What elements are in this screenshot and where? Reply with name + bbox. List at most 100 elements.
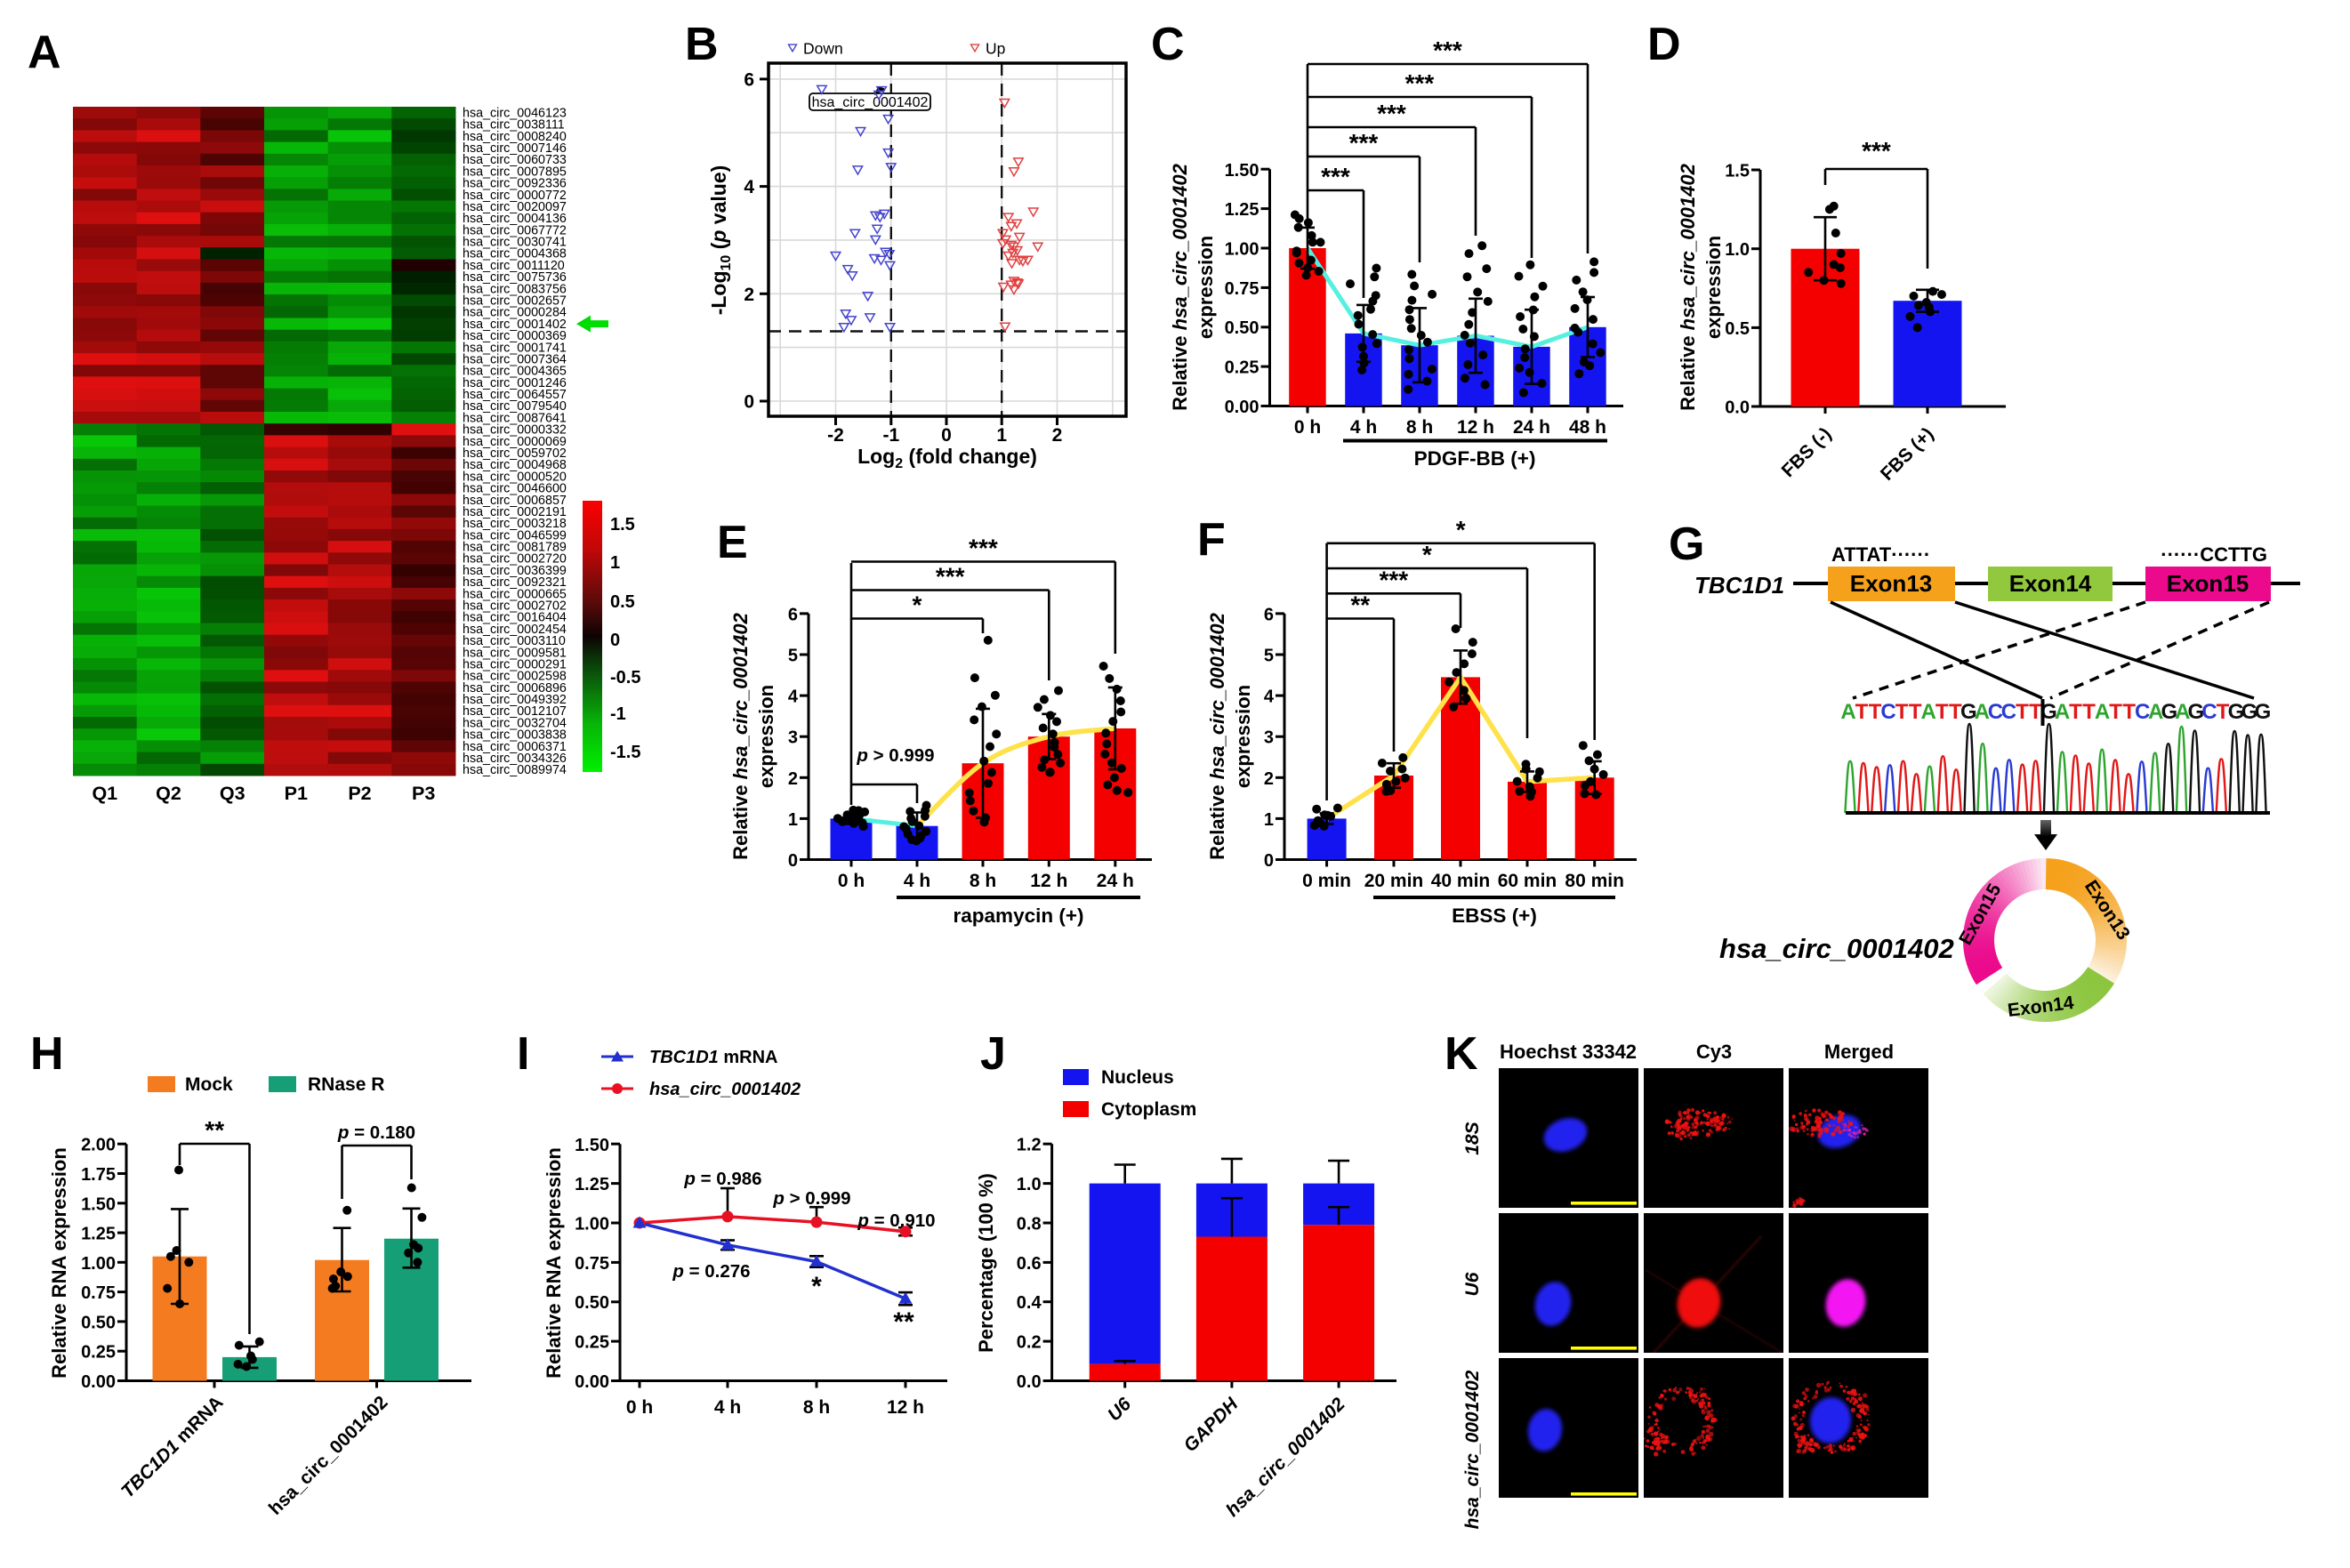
svg-text:C: C [1880, 700, 1895, 724]
svg-text:1: 1 [1264, 810, 1274, 830]
svg-text:A: A [2175, 700, 2190, 724]
svg-text:1: 1 [996, 425, 1007, 446]
svg-text:hsa_circ_0002720: hsa_circ_0002720 [463, 552, 567, 567]
svg-text:TBC1D1 mRNA: TBC1D1 mRNA [649, 1048, 777, 1067]
svg-text:2.00: 2.00 [81, 1136, 116, 1155]
svg-text:12 h: 12 h [887, 1397, 924, 1418]
svg-text:hsa_circ_0007146: hsa_circ_0007146 [463, 141, 567, 156]
svg-text:Relative RNA expression: Relative RNA expression [48, 1147, 70, 1379]
svg-text:0 min: 0 min [1302, 871, 1351, 891]
svg-text:hsa_circ_0089974: hsa_circ_0089974 [463, 763, 567, 777]
svg-text:**: ** [205, 1116, 224, 1144]
svg-text:Exon13: Exon13 [1850, 570, 1933, 597]
svg-text:***: *** [1405, 69, 1435, 97]
svg-text:*: * [811, 1272, 822, 1301]
svg-text:hsa_circ_0059702: hsa_circ_0059702 [463, 446, 567, 461]
svg-text:1.5: 1.5 [610, 515, 635, 535]
svg-text:hsa_circ_0081789: hsa_circ_0081789 [463, 541, 567, 555]
svg-text:0.50: 0.50 [1225, 318, 1260, 338]
svg-text:*: * [913, 591, 922, 619]
svg-text:T: T [2069, 700, 2082, 724]
svg-text:1.2: 1.2 [1017, 1136, 1042, 1155]
svg-text:Down: Down [803, 40, 843, 58]
svg-text:***: *** [1321, 163, 1350, 190]
svg-text:***: *** [969, 535, 998, 562]
svg-text:Relative hsa_circ_0001402: Relative hsa_circ_0001402 [1206, 612, 1228, 859]
svg-text:0.50: 0.50 [81, 1313, 116, 1332]
svg-text:expression: expression [1702, 236, 1725, 339]
svg-text:Up: Up [986, 40, 1005, 58]
svg-text:0.00: 0.00 [575, 1372, 609, 1392]
svg-text:1.25: 1.25 [1225, 200, 1260, 220]
svg-text:6: 6 [744, 69, 754, 90]
svg-text:hsa_circ_0001402: hsa_circ_0001402 [649, 1080, 801, 1099]
svg-text:P1: P1 [285, 783, 308, 804]
svg-text:p > 0.999: p > 0.999 [772, 1188, 850, 1209]
svg-text:C: C [2135, 700, 2150, 724]
svg-text:hsa_circ_0000291: hsa_circ_0000291 [463, 658, 567, 672]
svg-text:T: T [1909, 700, 1922, 724]
svg-text:hsa_circ_0000332: hsa_circ_0000332 [463, 423, 567, 438]
svg-text:Q3: Q3 [220, 783, 245, 804]
svg-text:Exon14: Exon14 [2009, 570, 2092, 597]
svg-text:U6: U6 [1462, 1272, 1483, 1296]
svg-text:0.00: 0.00 [81, 1372, 116, 1392]
svg-text:12 h: 12 h [1030, 871, 1067, 891]
svg-text:G: G [2241, 700, 2258, 724]
svg-text:Log2 (fold change): Log2 (fold change) [857, 445, 1037, 471]
svg-text:hsa_circ_0001246: hsa_circ_0001246 [463, 376, 567, 390]
svg-text:C: C [2201, 700, 2217, 724]
svg-text:***: *** [1862, 137, 1891, 165]
svg-text:0: 0 [941, 425, 952, 446]
svg-text:Percentage (100 %): Percentage (100 %) [975, 1173, 997, 1353]
svg-text:I: I [517, 1028, 529, 1080]
svg-text:-0.5: -0.5 [610, 668, 640, 688]
svg-text:4: 4 [744, 177, 754, 197]
svg-text:1.25: 1.25 [81, 1225, 116, 1244]
svg-text:1.50: 1.50 [575, 1136, 609, 1155]
svg-text:TBC1D1: TBC1D1 [1694, 572, 1784, 599]
svg-text:0.25: 0.25 [575, 1333, 609, 1353]
svg-text:***: *** [1377, 100, 1406, 127]
svg-text:G: G [2228, 700, 2245, 724]
svg-text:G: G [1960, 700, 1977, 724]
svg-text:3: 3 [788, 728, 798, 748]
svg-text:A: A [1975, 700, 1990, 724]
svg-text:hsa_circ_0092336: hsa_circ_0092336 [463, 177, 567, 191]
svg-text:Merged: Merged [1824, 1041, 1894, 1063]
svg-text:1.75: 1.75 [81, 1165, 116, 1185]
svg-text:hsa_circ_0046599: hsa_circ_0046599 [463, 528, 567, 543]
svg-text:hsa_circ_0006857: hsa_circ_0006857 [463, 494, 567, 508]
svg-text:-Log10 (p value): -Log10 (p value) [707, 165, 734, 316]
svg-text:24 h: 24 h [1097, 871, 1134, 891]
svg-text:hsa_circ_0003218: hsa_circ_0003218 [463, 517, 567, 531]
svg-text:hsa_circ_0004968: hsa_circ_0004968 [463, 458, 567, 472]
svg-text:A: A [28, 27, 61, 78]
svg-text:Cytoplasm: Cytoplasm [1101, 1099, 1196, 1120]
svg-text:RNase R: RNase R [308, 1074, 384, 1095]
svg-text:T: T [2122, 700, 2136, 724]
svg-text:24 h: 24 h [1513, 417, 1550, 438]
svg-text:A: A [1921, 700, 1936, 724]
svg-text:0 h: 0 h [626, 1397, 653, 1418]
svg-text:Q1: Q1 [92, 783, 117, 804]
svg-text:hsa_circ_0012107: hsa_circ_0012107 [463, 704, 567, 719]
svg-text:hsa_circ_0006371: hsa_circ_0006371 [463, 740, 567, 754]
svg-text:C: C [1151, 19, 1185, 70]
svg-text:2: 2 [788, 769, 798, 789]
svg-text:hsa_circ_0007364: hsa_circ_0007364 [463, 353, 567, 367]
svg-text:hsa_circ_0004136: hsa_circ_0004136 [463, 212, 567, 226]
svg-text:8 h: 8 h [1406, 417, 1433, 438]
svg-text:EBSS (+): EBSS (+) [1452, 905, 1537, 927]
svg-text:6: 6 [1264, 605, 1274, 624]
svg-text:H: H [30, 1028, 64, 1080]
svg-text:0: 0 [610, 631, 620, 650]
svg-text:1.00: 1.00 [81, 1254, 116, 1274]
svg-text:12 h: 12 h [1457, 417, 1494, 438]
svg-text:0.25: 0.25 [81, 1343, 116, 1363]
svg-text:expression: expression [1232, 685, 1254, 788]
svg-text:hsa_circ_0000520: hsa_circ_0000520 [463, 470, 567, 484]
svg-text:-1: -1 [882, 425, 899, 446]
svg-text:hsa_circ_0001741: hsa_circ_0001741 [463, 341, 567, 355]
svg-text:1.50: 1.50 [81, 1194, 116, 1214]
